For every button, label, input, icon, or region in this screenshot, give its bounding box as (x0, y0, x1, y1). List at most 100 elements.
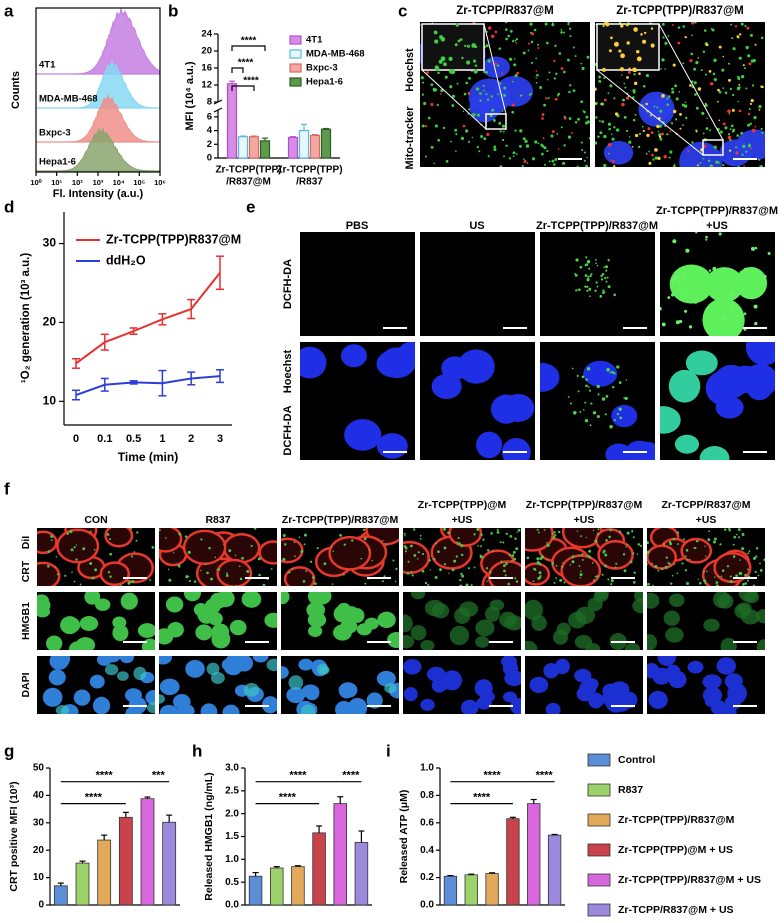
nucleus (703, 619, 719, 632)
speck (422, 570, 425, 573)
nucleus (757, 639, 773, 655)
speck (753, 585, 755, 587)
speck (480, 534, 482, 536)
speck (395, 568, 397, 570)
speck (551, 23, 554, 26)
speck (586, 157, 587, 158)
nucleus (125, 706, 141, 721)
speck (497, 529, 499, 531)
speck (580, 577, 581, 578)
speck (755, 555, 757, 557)
speck (223, 544, 224, 545)
speck (763, 558, 766, 561)
speck (646, 153, 648, 155)
speck (662, 323, 666, 327)
line (76, 376, 220, 395)
speck (593, 411, 596, 414)
image-title: Zr-TCPP(TPP)/R837@M (656, 205, 778, 217)
speck (705, 236, 708, 239)
speck (612, 386, 614, 388)
speck (519, 145, 522, 148)
speck (673, 538, 675, 540)
speck (487, 549, 489, 551)
speck (559, 579, 562, 582)
y-tick-label: 0.6 (420, 817, 434, 828)
speck (687, 150, 689, 152)
cell-membrane (184, 531, 225, 564)
series-label: Hepa1-6 (39, 157, 76, 168)
speck (434, 31, 438, 35)
x-tick-label: 10⁶ (154, 178, 166, 187)
speck (444, 547, 447, 550)
speck (613, 97, 615, 99)
speck (585, 385, 588, 388)
speck (410, 545, 413, 548)
speck (701, 69, 703, 71)
speck (526, 144, 529, 147)
speck (304, 534, 307, 537)
speck (556, 133, 558, 135)
speck (699, 582, 702, 585)
speck (612, 160, 615, 163)
speck (633, 73, 635, 75)
speck (216, 569, 218, 571)
nucleus (669, 370, 700, 403)
speck (728, 136, 732, 140)
speck (543, 104, 546, 107)
nucleus (155, 628, 173, 644)
speck (622, 99, 625, 102)
panel-label: c (398, 1, 407, 20)
speck (703, 579, 706, 582)
bar (98, 840, 111, 905)
speck (654, 148, 658, 152)
speck (109, 538, 111, 540)
speck (648, 162, 651, 165)
nucleus (652, 668, 671, 685)
bar (334, 804, 347, 905)
y-tick-label: 20 (43, 315, 57, 329)
speck (531, 41, 534, 44)
y-axis-label: Counts (10, 71, 22, 109)
speck (703, 51, 705, 53)
speck (488, 59, 491, 62)
speck (571, 132, 573, 134)
speck (689, 59, 692, 62)
image-title: +US (696, 514, 717, 526)
y-tick-label: 0.0 (225, 900, 239, 911)
nucleus (298, 659, 313, 671)
speck (450, 69, 455, 74)
speck (625, 546, 626, 547)
speck (681, 291, 684, 294)
speck (713, 59, 716, 62)
bar (270, 868, 283, 905)
speck (461, 137, 464, 140)
speck (483, 137, 486, 140)
y-tick-label: 0 (207, 153, 212, 164)
speck (513, 151, 516, 154)
speck (640, 33, 643, 36)
speck (514, 58, 515, 59)
speck (652, 585, 654, 587)
nucleus (628, 442, 663, 471)
image-title: Zr-TCPP/R837@M (456, 5, 553, 17)
speck (351, 539, 353, 541)
nucleus (425, 600, 445, 616)
speck (511, 560, 513, 562)
nucleus (721, 638, 737, 655)
speck (624, 87, 626, 89)
speck (47, 565, 50, 568)
speck (369, 549, 370, 550)
panel-label: e (246, 197, 255, 216)
speck (674, 84, 677, 87)
speck (747, 569, 749, 571)
speck (130, 527, 132, 529)
speck (744, 312, 747, 315)
speck (722, 569, 725, 572)
speck (606, 281, 608, 283)
significance-label: **** (85, 792, 103, 804)
speck (92, 577, 95, 580)
speck (716, 581, 719, 584)
speck (505, 145, 507, 147)
speck (686, 582, 689, 585)
speck (592, 562, 594, 564)
